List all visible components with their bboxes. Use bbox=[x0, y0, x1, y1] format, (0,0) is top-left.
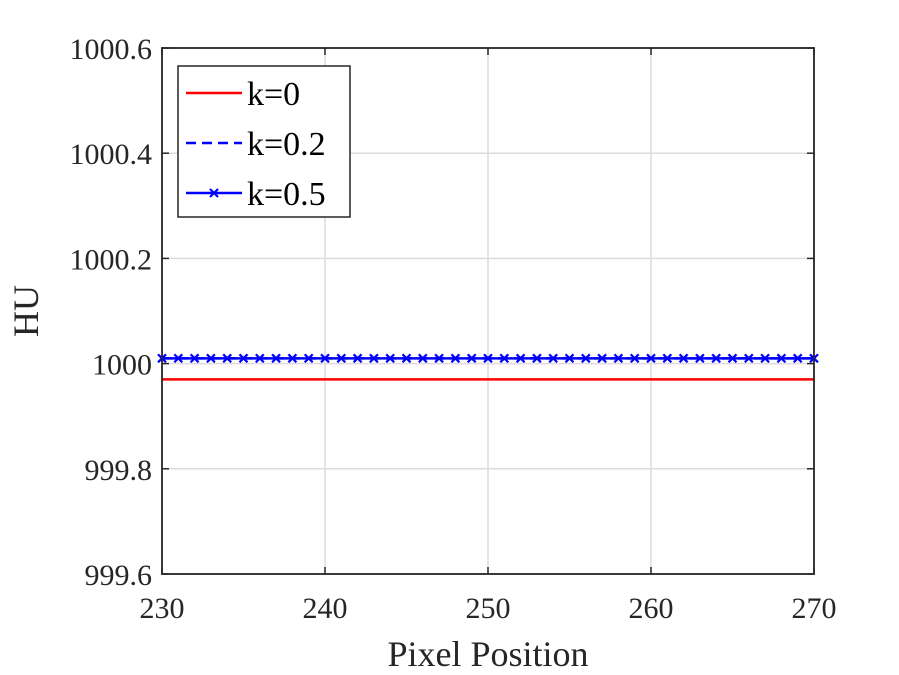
series-2-point bbox=[238, 353, 249, 364]
x-tick-label: 270 bbox=[792, 592, 837, 625]
series-2-point bbox=[336, 353, 347, 364]
series-2-point bbox=[711, 353, 721, 364]
series-2-point bbox=[303, 353, 314, 364]
legend-label-0: k=0 bbox=[247, 76, 300, 113]
x-axis-label: Pixel Position bbox=[387, 634, 588, 674]
series-2-point bbox=[450, 353, 461, 364]
series-2-point bbox=[695, 353, 705, 364]
legend: k=0 k=0.2 k=0.5 bbox=[177, 65, 351, 218]
y-tick-label: 999.6 bbox=[85, 559, 153, 592]
series-2-point bbox=[255, 353, 265, 364]
x-tick-label: 230 bbox=[140, 592, 185, 625]
series-2-point bbox=[597, 353, 607, 364]
series-2-point bbox=[271, 353, 281, 364]
legend-marker-2 bbox=[209, 188, 219, 198]
series-2-point bbox=[189, 353, 200, 364]
x-tick-label: 260 bbox=[629, 592, 674, 625]
y-tick-label: 1000 bbox=[92, 349, 152, 382]
series-2-point bbox=[352, 353, 363, 364]
series-2-point bbox=[727, 353, 738, 364]
y-axis-label: HU bbox=[6, 285, 46, 337]
series-2-point bbox=[418, 353, 428, 364]
series-2-point bbox=[369, 353, 379, 364]
series-2-point bbox=[548, 353, 558, 364]
x-tick-label: 240 bbox=[303, 592, 348, 625]
series-2-point bbox=[222, 353, 232, 364]
series-2-point bbox=[173, 353, 184, 364]
series-2-point bbox=[662, 353, 673, 364]
series-2-point bbox=[564, 353, 575, 364]
series-2-point bbox=[385, 353, 395, 364]
series-2-point bbox=[483, 353, 493, 364]
series-2-point bbox=[629, 353, 640, 364]
series-2-point bbox=[760, 353, 770, 364]
series-2-point bbox=[499, 353, 510, 364]
x-tick-label: 250 bbox=[466, 592, 511, 625]
series-2-point bbox=[776, 353, 787, 364]
axis-ticks bbox=[161, 47, 815, 575]
series-2-point bbox=[206, 353, 216, 364]
y-tick-label: 1000.6 bbox=[70, 33, 153, 66]
series-2-point bbox=[744, 353, 754, 364]
series-2-point bbox=[532, 353, 542, 364]
series-2-point bbox=[466, 353, 477, 364]
series-2-point bbox=[613, 353, 624, 364]
series-2-point bbox=[401, 353, 412, 364]
series-2-point bbox=[581, 353, 591, 364]
legend-label-2: k=0.5 bbox=[247, 176, 326, 213]
series-2-point bbox=[646, 353, 656, 364]
series-2-point bbox=[678, 353, 689, 364]
y-tick-label: 1000.2 bbox=[70, 243, 153, 276]
series-2-point bbox=[320, 353, 330, 364]
legend-label-1: k=0.2 bbox=[247, 126, 326, 163]
legend-items: k=0 k=0.2 k=0.5 bbox=[186, 76, 326, 213]
y-tick-label: 1000.4 bbox=[70, 138, 153, 171]
tick-labels: 230 240 250 260 270 999.6 999.8 1000 1000.2 1000.… bbox=[70, 33, 837, 625]
series-layer bbox=[157, 353, 819, 381]
series-2-point bbox=[515, 353, 526, 364]
y-tick-label: 999.8 bbox=[85, 454, 153, 487]
series-2-point bbox=[792, 353, 803, 364]
series-2-point bbox=[287, 353, 298, 364]
series-2-point bbox=[434, 353, 444, 364]
